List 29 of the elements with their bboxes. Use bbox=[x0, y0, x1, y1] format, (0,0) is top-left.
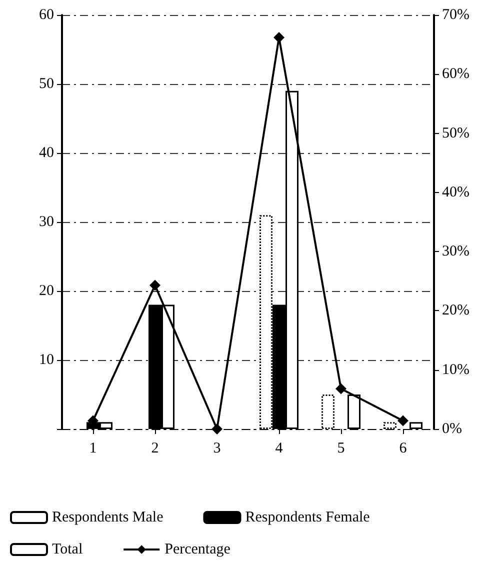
y2-tick-label: 0% bbox=[442, 421, 462, 437]
point bbox=[336, 383, 346, 394]
x-tick-label: 5 bbox=[337, 440, 345, 456]
x-tick-label: 3 bbox=[213, 440, 221, 456]
y-tick-label: 60 bbox=[39, 7, 54, 23]
y-tick-label: 10 bbox=[39, 352, 54, 368]
legend-label: Respondents Male bbox=[52, 510, 164, 526]
point bbox=[150, 280, 160, 291]
y2-tick-label: 20% bbox=[442, 302, 470, 319]
y2-tick-label: 50% bbox=[442, 125, 470, 142]
legend-label: Respondents Female bbox=[245, 510, 370, 526]
point bbox=[274, 32, 284, 43]
y2-tick-label: 40% bbox=[442, 184, 470, 200]
legend-label: Total bbox=[52, 542, 83, 558]
y2-tick-label: 30% bbox=[442, 244, 470, 260]
y-tick-label: 40 bbox=[39, 145, 54, 161]
y-tick-label: 20 bbox=[39, 283, 54, 299]
y-tick-label: 30 bbox=[39, 214, 54, 230]
x-tick-label: 1 bbox=[89, 440, 97, 456]
y2-tick-label: 60% bbox=[442, 66, 470, 82]
point bbox=[212, 424, 222, 434]
x-tick-label: 2 bbox=[151, 440, 159, 456]
x-tick-label: 4 bbox=[275, 440, 284, 456]
legend-label: Percentage bbox=[164, 542, 231, 558]
y-tick-label: 50 bbox=[39, 76, 54, 92]
y2-tick-label: 70% bbox=[442, 7, 470, 23]
point bbox=[398, 415, 408, 426]
y2-tick-label: 10% bbox=[442, 362, 470, 378]
x-tick-label: 6 bbox=[399, 440, 408, 456]
